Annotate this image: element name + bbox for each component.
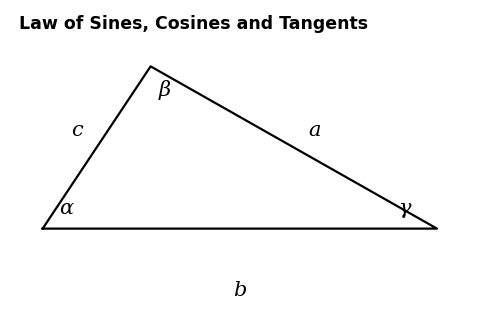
Text: α: α (59, 199, 73, 218)
Text: γ: γ (398, 199, 410, 218)
Text: Law of Sines, Cosines and Tangents: Law of Sines, Cosines and Tangents (19, 15, 367, 33)
Text: c: c (71, 121, 82, 141)
Text: b: b (233, 281, 246, 300)
Text: β: β (159, 80, 171, 100)
Text: a: a (307, 121, 320, 141)
